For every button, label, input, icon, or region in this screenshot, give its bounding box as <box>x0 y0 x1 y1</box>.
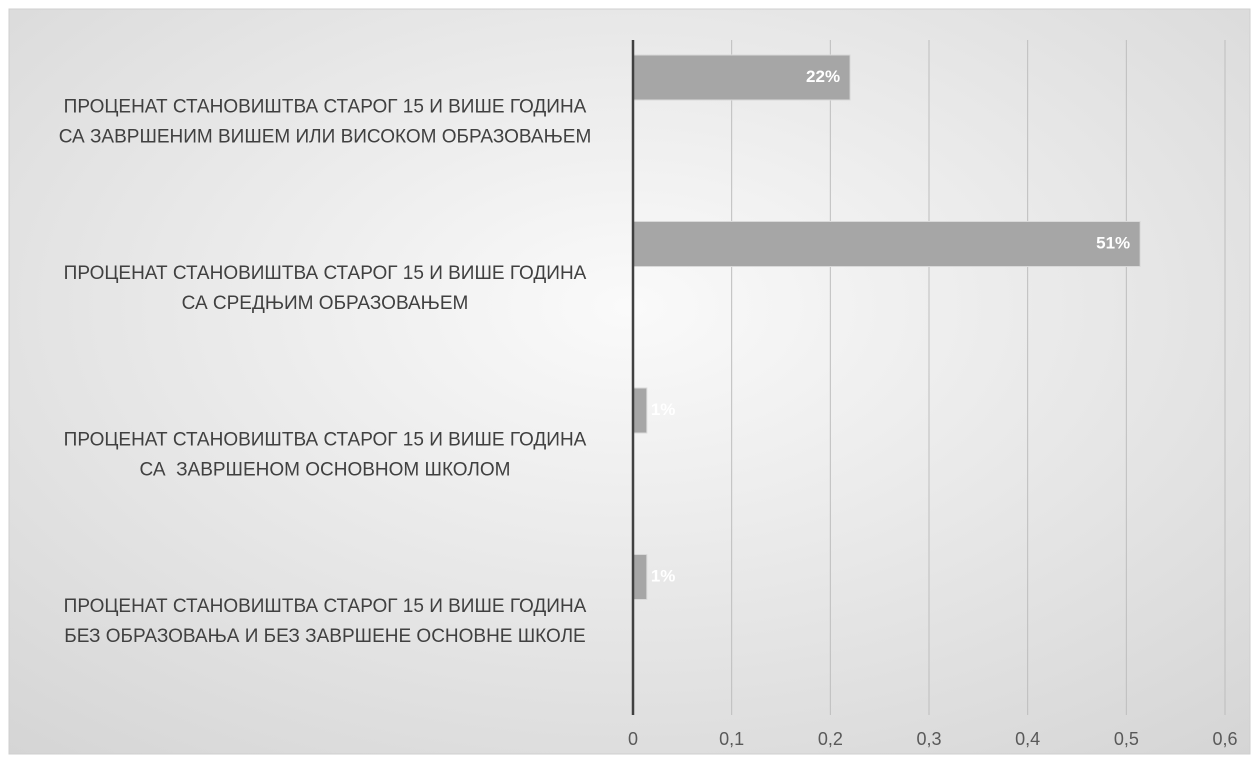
x-tick-label: 0 <box>628 729 638 749</box>
bar <box>632 54 851 101</box>
bar <box>632 554 648 600</box>
x-tick-label: 0,5 <box>1114 729 1139 749</box>
chart-background <box>8 8 1251 755</box>
bar <box>632 387 648 434</box>
x-tick-label: 0,1 <box>719 729 744 749</box>
data-label: 51% <box>1096 233 1130 252</box>
x-tick-label: 0,6 <box>1212 729 1237 749</box>
category-label: ПРОЦЕНАТ СТАНОВИШТВА СТАРОГ 15 И ВИШЕ ГО… <box>64 596 587 647</box>
data-label: 22% <box>806 67 840 86</box>
data-label: 1% <box>651 400 676 419</box>
x-tick-label: 0,4 <box>1015 729 1040 749</box>
x-tick-label: 0,2 <box>818 729 843 749</box>
x-tick-label: 0,3 <box>916 729 941 749</box>
category-label: ПРОЦЕНАТ СТАНОВИШТВА СТАРОГ 15 И ВИШЕ ГО… <box>59 97 592 148</box>
data-label: 1% <box>651 566 676 585</box>
category-label: ПРОЦЕНАТ СТАНОВИШТВА СТАРОГ 15 И ВИШЕ ГО… <box>64 263 587 314</box>
category-label: ПРОЦЕНАТ СТАНОВИШТВА СТАРОГ 15 И ВИШЕ ГО… <box>64 430 587 481</box>
bar <box>632 221 1141 267</box>
